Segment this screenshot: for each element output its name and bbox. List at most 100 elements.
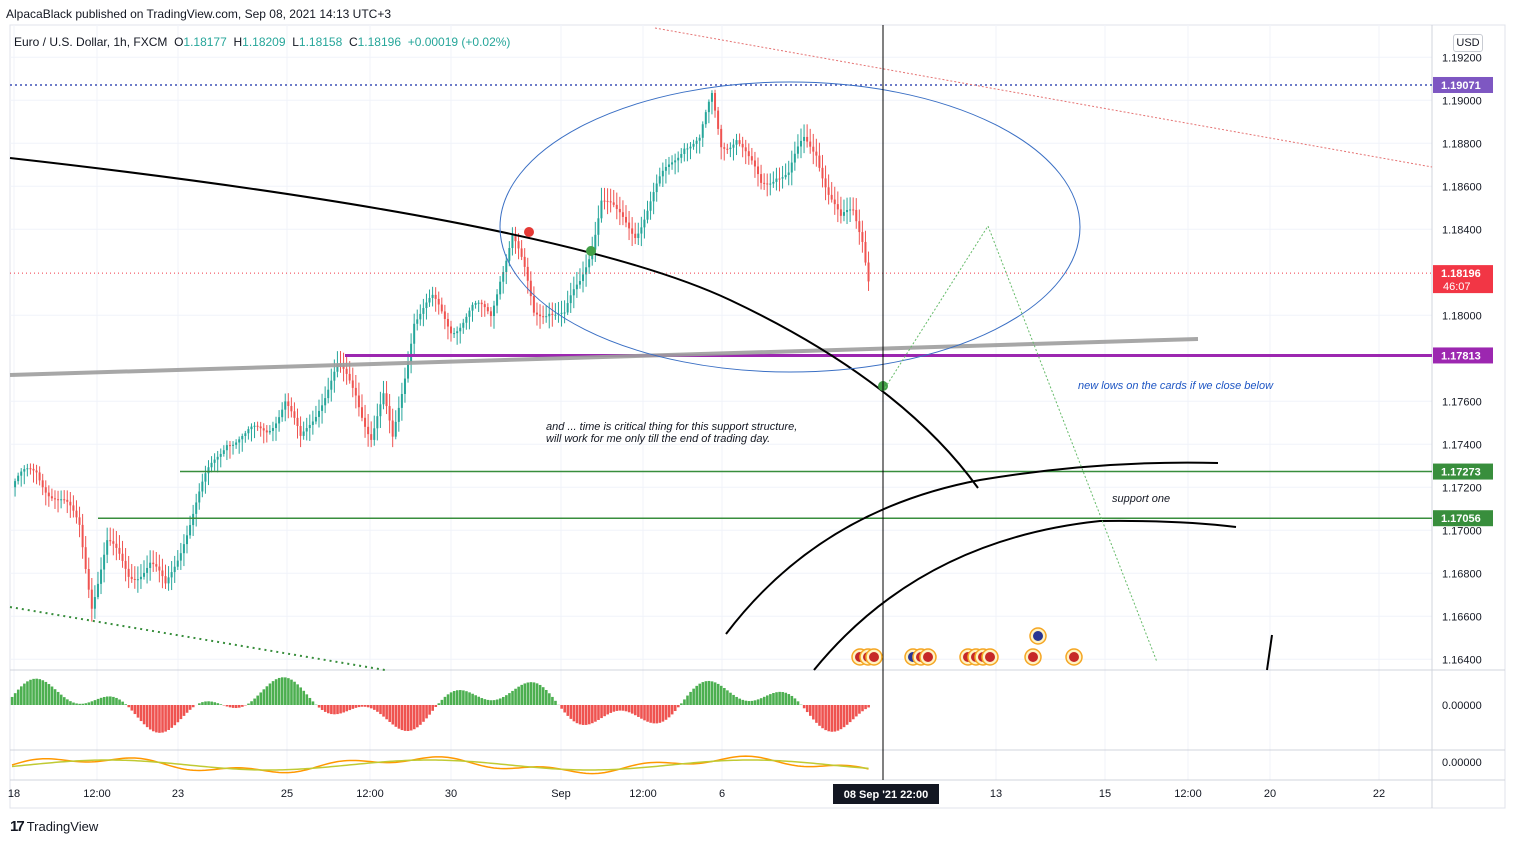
candle-100 [318,399,320,428]
candle-38 [127,555,130,589]
osc-bar [99,697,103,705]
candle-body [216,456,219,460]
osc-bar [277,677,281,705]
price-tick-label: 1.19200 [1442,52,1482,64]
candle-243 [757,157,760,187]
osc-bar [606,705,609,715]
candle-body [628,222,631,229]
candle-body [428,297,431,303]
osc-bar [655,705,659,724]
osc-bar [818,705,821,726]
candle-body [858,221,861,233]
time-tick-label: 15 [1099,788,1111,800]
osc-bar [827,705,831,732]
candle-body [539,314,542,317]
candle-body [689,146,692,149]
candle-85 [271,421,274,442]
candle-193 [603,187,606,210]
osc-bar [861,705,864,712]
osc-bar [676,705,680,708]
candle-body [342,365,345,369]
candle-117 [370,421,373,448]
symbol-name[interactable]: Euro / U.S. Dollar, 1h, FXCM [14,35,168,49]
candle-body [809,141,812,147]
candle-90 [287,393,290,419]
candle-body [450,326,453,334]
candle-80 [256,421,259,431]
candle-body [84,547,87,570]
candle-body [173,566,176,573]
candle-69 [222,445,225,457]
candle-body [176,560,179,567]
candle-35 [118,535,121,560]
candle-body [235,442,238,445]
grey-trend-line [9,337,1199,377]
candle-body [14,481,17,488]
candle-body [26,468,29,470]
osc-bar [305,694,309,705]
candle-body [618,208,621,213]
candle-116 [367,414,370,447]
osc-bar [563,705,566,713]
price-tick-label: 1.18600 [1442,181,1482,193]
change-value: +0.00019 (+0.02%) [407,35,511,49]
candle-body [671,162,674,165]
osc-bar [640,705,643,719]
osc-bar [78,703,81,705]
candle-body [554,314,557,316]
footer-brand[interactable]: 17 TradingView [10,818,98,835]
price-tick-label: 1.18800 [1442,138,1482,150]
candle-body [41,480,44,488]
candle-240 [747,143,750,165]
candle-89 [284,393,287,422]
candle-body [296,417,299,427]
candle-41 [136,566,139,593]
candle-238 [741,136,744,158]
osc-bar [477,696,481,705]
candle-body [827,187,830,195]
candle-body [757,166,760,175]
open-label: O [174,35,184,49]
osc-bar [581,705,585,725]
osc-bar [293,681,296,705]
osc-bar [858,705,861,714]
candle-4 [23,465,26,485]
candle-body [357,395,360,408]
osc-bar [572,705,576,722]
candle-body [692,143,695,147]
candle-body [75,510,78,518]
candle-body [96,583,99,598]
candle-151 [474,300,477,309]
candle-body [603,200,606,202]
osc-bar [379,705,382,715]
symbol-legend: Euro / U.S. Dollar, 1h, FXCM O1.18177 H1… [14,35,510,49]
candle-body [127,568,130,577]
osc-bar [723,688,726,705]
candle-102 [324,386,327,414]
osc-bar [406,705,410,732]
osc-bar [560,705,563,709]
candle-body [796,146,799,154]
price-label-text: 1.17273 [1441,467,1481,479]
osc-bar [164,705,167,732]
osc-bar [385,705,388,720]
osc-bar [710,681,714,705]
candle-228 [710,90,713,115]
osc-bar [428,705,431,715]
candle-7 [32,463,35,483]
currency-button[interactable]: USD [1453,34,1483,52]
osc-bar [483,699,487,705]
candle-body [391,420,394,437]
osc-bar [419,705,422,725]
candle-148 [465,313,468,330]
candle-261 [812,133,815,165]
osc-bar [796,701,800,705]
candle-246 [766,173,769,197]
osc-bar [658,705,662,723]
candle-258 [803,124,806,154]
candle-body [818,155,821,168]
osc-bar [452,690,456,705]
candle-body [744,147,747,152]
chart-grid [9,24,1506,809]
